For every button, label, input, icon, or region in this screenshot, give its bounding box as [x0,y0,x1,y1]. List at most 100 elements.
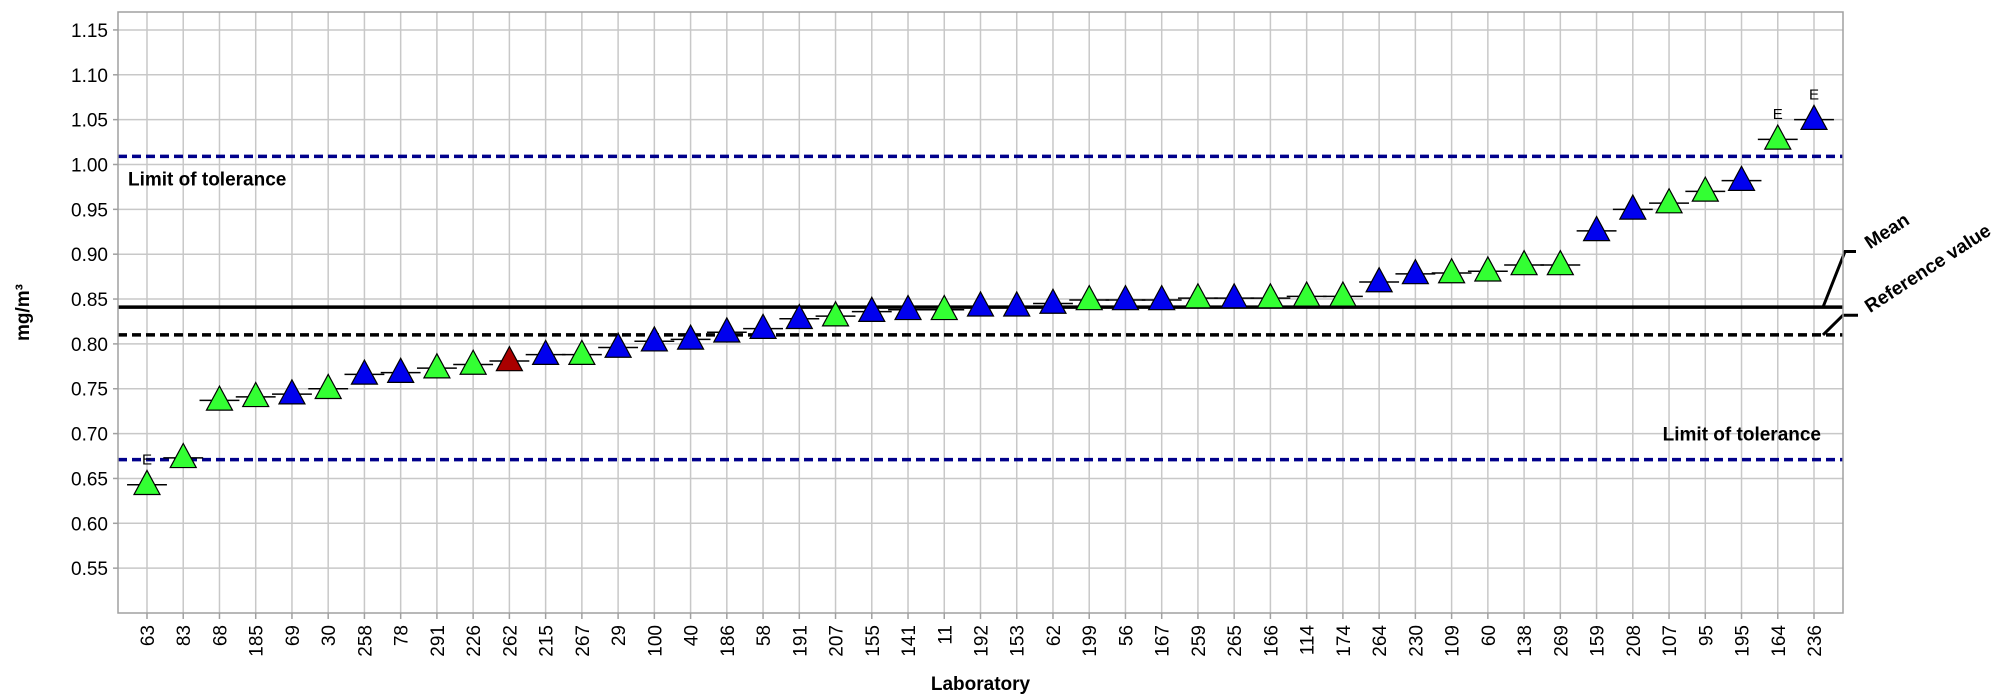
data-point-marker [1183,282,1212,309]
x-tick-label: 69 [283,625,304,646]
x-tick-label: 226 [464,625,485,657]
x-tick-label: 107 [1660,625,1681,657]
data-point-marker [1038,287,1067,314]
y-tick-label: 0.60 [71,514,108,535]
data-point-marker [1691,175,1720,202]
data-point-marker [1365,266,1394,293]
data-point-marker [930,294,959,321]
data-markers [132,104,1829,496]
x-tick-label: 265 [1225,625,1246,657]
x-tick-label: 60 [1479,625,1500,646]
data-point-marker [1473,255,1502,282]
data-point-marker [676,323,705,350]
data-point-marker [1002,290,1031,317]
x-tick-label: 114 [1298,625,1319,656]
data-point-marker [205,384,234,411]
reference-value-leader [1821,313,1858,336]
mean-label: Mean [1861,210,1913,254]
x-tick-label: 62 [1044,625,1065,646]
data-point-marker [314,373,343,400]
x-tick-label: 269 [1551,625,1572,657]
data-point-marker [1328,280,1357,307]
x-tick-label: 155 [863,625,884,657]
mean-leader [1821,250,1856,308]
grid-lines [118,12,1843,613]
data-point-marker [857,296,886,322]
y-tick-label: 0.95 [71,200,108,221]
x-tick-label: 153 [1008,625,1029,657]
x-tick-label: 100 [645,625,666,657]
data-point-marker [459,348,488,375]
data-point-marker [1727,165,1756,191]
data-point-marker [241,381,270,408]
x-tick-label: 29 [609,625,630,646]
data-point-marker [604,331,633,358]
x-tick-label: 83 [174,625,195,646]
y-tick-label: 0.55 [71,559,108,580]
y-tick-label: 0.85 [71,290,108,311]
x-tick-label: 141 [899,625,920,657]
x-tick-label: 191 [790,625,811,657]
data-point-marker [169,442,198,469]
y-tick-labels: 0.55 0.60 0.65 0.70 0.75 0.80 0.85 0.90 0.95 1.00… [71,21,118,580]
x-tick-label: 199 [1080,625,1101,657]
data-point-marker [1256,282,1285,309]
data-point-marker [1075,284,1104,311]
data-point-marker [1401,258,1430,285]
x-tick-label: 264 [1370,625,1391,657]
data-point-marker [1800,104,1829,130]
data-point-marker [785,303,814,330]
plot-frame [117,11,1844,614]
x-tick-label: 58 [754,625,775,646]
data-point-marker [1437,257,1466,284]
data-point-marker [1147,284,1176,311]
data-point-marker [821,300,850,327]
data-point-marker [1582,215,1611,242]
data-point-marker [1618,193,1647,220]
x-tick-label: 159 [1588,625,1609,657]
data-point-marker [386,357,415,383]
x-axis-label: Laboratory [931,674,1031,695]
x-tick-label: 166 [1261,625,1282,657]
data-point-marker [966,290,995,317]
data-point-marker [1546,249,1575,276]
y-axis-label: mg/m³ [13,284,34,341]
x-tick-label: 207 [827,625,848,657]
x-tick-label: 185 [247,625,268,657]
x-tick-label: 109 [1443,625,1464,657]
x-tick-label: 236 [1805,625,1826,657]
x-tick-label: 63 [138,625,159,646]
data-point-marker [495,345,524,372]
data-point-marker [1220,282,1249,309]
x-tick-label: 174 [1334,625,1355,657]
x-tick-label: 11 [935,625,956,645]
x-tick-label: 192 [972,625,993,657]
data-point-marker [712,316,741,343]
x-tick-label: 230 [1406,625,1427,657]
y-tick-label: 1.15 [71,21,108,42]
x-tick-label: 291 [428,625,449,657]
lower-tolerance-label: Limit of tolerance [1663,425,1821,446]
data-point-marker [277,378,306,405]
y-tick-label: 0.70 [71,425,108,446]
x-tick-label: 267 [573,625,594,657]
data-point-marker [1111,284,1140,311]
flag-label: E [142,451,152,468]
data-point-marker [1655,187,1684,214]
x-tick-label: 78 [392,625,413,646]
x-tick-labels: 63 83 68 185 69 30 258 78 291 226 262 215 267 29 100 40… [138,613,1826,657]
data-point-marker [1292,280,1321,307]
y-tick-label: 0.80 [71,335,108,356]
x-tick-label: 215 [537,625,558,657]
x-tick-label: 95 [1696,625,1717,646]
y-tick-label: 0.90 [71,245,108,266]
x-tick-label: 167 [1153,625,1174,657]
y-tick-label: 0.65 [71,469,108,490]
y-tick-label: 1.05 [71,111,108,132]
data-point-marker [350,358,379,385]
x-tick-label: 30 [319,625,340,646]
data-point-marker [422,352,451,379]
flag-label: E [1773,106,1783,123]
data-point-marker [567,339,596,366]
